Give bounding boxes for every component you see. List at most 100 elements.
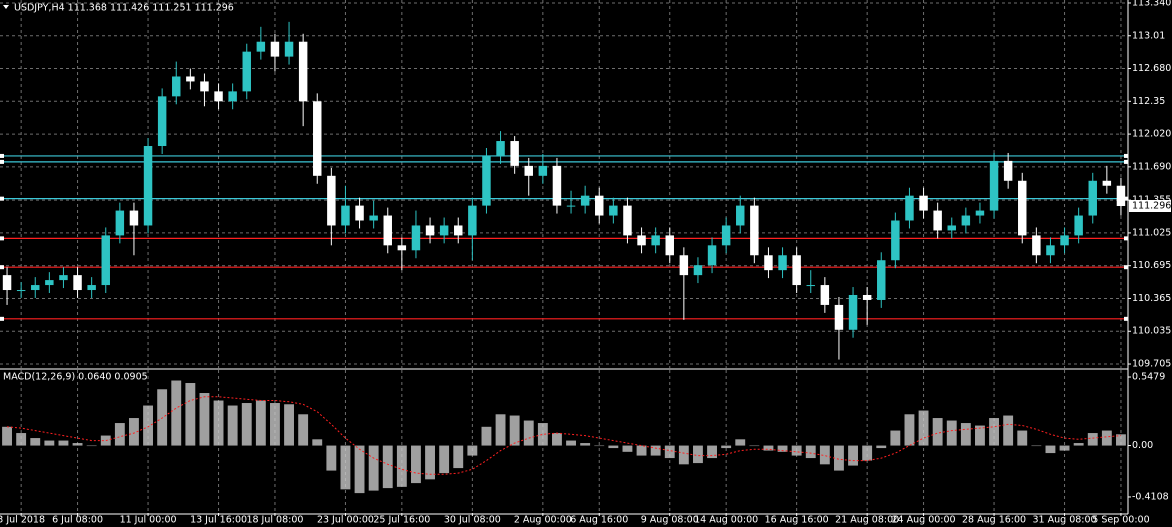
- macd-bar: [72, 443, 83, 446]
- candle-body: [31, 285, 40, 291]
- candle-body: [580, 195, 590, 206]
- candle-body: [806, 285, 815, 287]
- candle-body: [1046, 245, 1055, 256]
- macd-bar: [495, 414, 506, 446]
- macd-bar: [100, 435, 111, 446]
- candle-body: [933, 210, 942, 231]
- candle-body: [16, 290, 26, 292]
- candle-body: [397, 245, 407, 251]
- candle-body: [256, 41, 266, 52]
- level-handle: [0, 159, 4, 164]
- macd-bar: [721, 445, 732, 449]
- candle-body: [651, 235, 660, 246]
- y-tick-label: 109.705: [1132, 359, 1171, 370]
- candle-body: [284, 41, 294, 57]
- candle-body: [73, 275, 82, 291]
- candle-body: [989, 160, 999, 211]
- macd-bar: [1003, 415, 1014, 446]
- macd-bar: [650, 445, 661, 456]
- candle-body: [157, 96, 167, 147]
- candle-body: [905, 195, 914, 221]
- candle-body: [552, 165, 562, 206]
- menu-arrow: [3, 5, 9, 9]
- macd-bar: [608, 445, 619, 449]
- level-handle: [0, 196, 4, 201]
- candle-body: [623, 205, 632, 236]
- macd-bar: [537, 423, 548, 446]
- candle-body: [665, 235, 674, 256]
- candle-body: [609, 205, 618, 216]
- macd-bar: [523, 420, 534, 446]
- level-handle: [0, 265, 4, 270]
- macd-bar: [44, 440, 55, 446]
- candle-body: [439, 225, 449, 236]
- macd-bar: [622, 445, 633, 452]
- candle-body: [214, 91, 223, 102]
- macd-bar: [707, 445, 717, 459]
- macd-bar: [1059, 445, 1070, 451]
- macd-bar: [566, 440, 576, 446]
- x-tick-label: 6 Aug 16:00: [570, 515, 628, 526]
- x-tick-label: 14 Aug 00:00: [694, 515, 758, 526]
- macd-bar: [834, 445, 844, 471]
- candle-body: [115, 210, 125, 236]
- candle-body: [1116, 185, 1126, 207]
- macd-bar: [791, 445, 802, 456]
- y-tick-label: 113.340: [1132, 0, 1171, 8]
- macd-bar: [171, 380, 182, 446]
- x-tick-label: 11 Jul 00:00: [120, 515, 177, 526]
- level-handle: [1124, 196, 1128, 201]
- macd-bar: [848, 445, 858, 466]
- candle-body: [200, 81, 209, 92]
- macd-bar: [213, 400, 224, 446]
- x-tick-label: 21 Aug 08:00: [835, 515, 899, 526]
- x-tick-label: 25 Jul 16:00: [373, 515, 430, 526]
- x-tick-label: 16 Aug 16:00: [765, 515, 829, 526]
- macd-bar: [1087, 433, 1098, 446]
- macd-bar: [932, 418, 943, 446]
- macd-tick-label: 0.5479: [1132, 372, 1165, 383]
- x-tick-label: 9 Aug 08:00: [641, 515, 699, 526]
- macd-bar: [946, 420, 957, 446]
- macd-bar: [354, 445, 365, 494]
- x-tick-label: 24 Aug 00:00: [892, 515, 956, 526]
- macd-bar: [129, 418, 139, 446]
- macd-bar: [396, 445, 407, 487]
- candle-body: [975, 210, 985, 216]
- candle-body: [59, 275, 68, 281]
- level-handle: [1124, 316, 1128, 321]
- macd-bar: [1045, 445, 1056, 454]
- y-tick-label: 110.035: [1132, 326, 1171, 337]
- macd-bar: [904, 414, 915, 446]
- macd-bar: [819, 445, 830, 465]
- candle-body: [45, 280, 54, 286]
- y-tick-label: 111.690: [1132, 161, 1171, 172]
- macd-bar: [1031, 445, 1042, 447]
- candle-body: [101, 235, 110, 286]
- candle-body: [482, 155, 491, 206]
- y-tick-label: 112.680: [1132, 63, 1171, 74]
- macd-bar: [312, 439, 323, 446]
- macd-tick-label: -0.4108: [1132, 491, 1169, 502]
- macd-bar: [467, 445, 478, 456]
- macd-bar: [876, 445, 887, 449]
- y-tick-label: 112.020: [1132, 129, 1171, 140]
- candle-body: [2, 275, 12, 291]
- candle-body: [566, 205, 576, 207]
- macd-bar: [805, 445, 816, 459]
- x-tick-label: 18 Jul 08:00: [246, 515, 303, 526]
- candle-body: [411, 225, 421, 251]
- candle-body: [693, 265, 703, 276]
- y-tick-label: 111.025: [1132, 227, 1171, 238]
- macd-bar: [199, 393, 210, 446]
- x-tick-label: 23 Jul 00:00: [317, 515, 374, 526]
- macd-bar: [580, 443, 591, 446]
- candle-body: [355, 205, 364, 221]
- x-tick-label: 5 Sep 00:00: [1092, 515, 1149, 526]
- candle-body: [1102, 180, 1112, 186]
- macd-tick-label: 0.00: [1132, 440, 1153, 451]
- x-tick-label: 30 Jul 08:00: [444, 515, 501, 526]
- macd-bar: [382, 445, 393, 489]
- macd-bar: [227, 405, 238, 446]
